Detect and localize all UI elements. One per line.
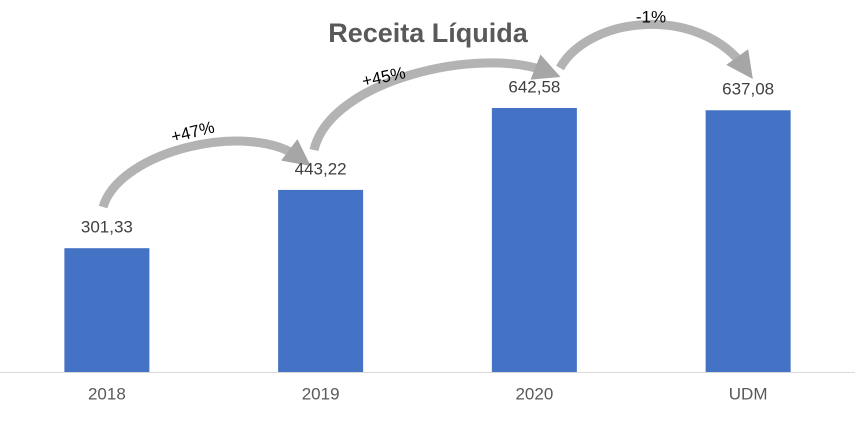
growth-arrow <box>98 136 311 209</box>
growth-arrow <box>556 20 753 79</box>
annotation: -1% <box>636 7 666 26</box>
bar <box>64 248 150 372</box>
annotation: +45% <box>360 63 407 91</box>
x-tick-label: 2018 <box>88 384 126 403</box>
growth-arrow <box>309 54 561 152</box>
x-tick-label: 2019 <box>302 384 340 403</box>
bar <box>491 108 577 372</box>
value-label: 637,08 <box>722 80 774 99</box>
bar <box>278 189 364 372</box>
chart-title: Receita Líquida <box>328 18 529 48</box>
x-tick-label: 2020 <box>515 384 553 403</box>
bar <box>705 110 791 372</box>
x-tick-label: UDM <box>729 384 768 403</box>
value-label: 642,58 <box>508 77 560 96</box>
value-label: 301,33 <box>81 218 133 237</box>
value-label: 443,22 <box>295 159 347 178</box>
